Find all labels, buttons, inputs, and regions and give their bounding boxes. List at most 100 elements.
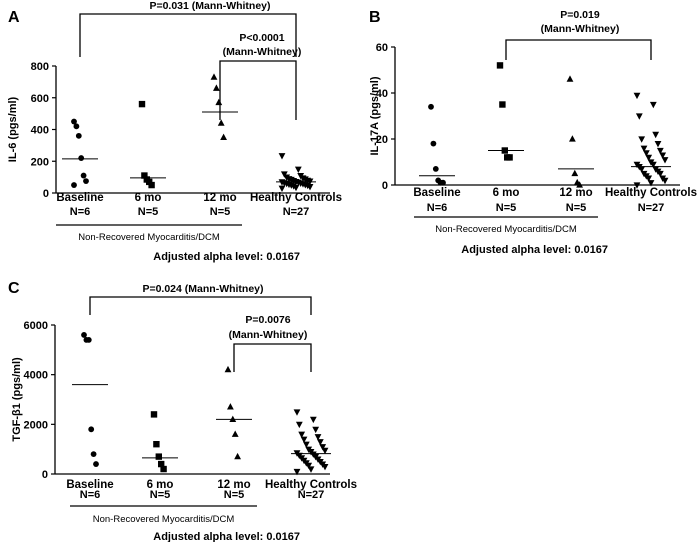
- alpha-level-note: Adjusted alpha level: 0.0167: [153, 531, 300, 542]
- data-point: [506, 154, 513, 161]
- data-point: [141, 172, 148, 179]
- y-tick-label: 600: [31, 93, 49, 105]
- data-point: [306, 184, 314, 191]
- data-point: [316, 439, 324, 446]
- group-n-label: N=5: [138, 206, 159, 218]
- panel-label: B: [369, 9, 381, 26]
- data-point: [499, 101, 506, 108]
- data-point: [138, 100, 146, 108]
- data-point: [571, 169, 579, 177]
- data-point: [75, 132, 82, 139]
- x-category-label: Baseline: [413, 187, 460, 199]
- y-tick-label: 0: [42, 469, 48, 481]
- x-category-label: 6 mo: [147, 479, 174, 491]
- significance-label: P<0.0001: [239, 32, 284, 44]
- significance-label: (Mann-Whitney): [223, 46, 302, 58]
- group-n-label: N=5: [150, 489, 171, 501]
- data-point: [148, 181, 155, 189]
- data-point: [227, 403, 234, 410]
- data-point: [213, 84, 220, 91]
- alpha-level-note: Adjusted alpha level: 0.0167: [461, 244, 608, 256]
- data-point: [321, 463, 329, 471]
- data-point: [229, 415, 237, 422]
- x-category-label: Healthy Controls: [250, 192, 342, 204]
- data-point: [649, 101, 657, 109]
- data-point: [160, 465, 167, 473]
- x-category-label: 12 mo: [559, 187, 592, 199]
- data-point: [217, 119, 225, 126]
- data-point: [307, 466, 315, 473]
- y-tick-label: 400: [31, 125, 49, 137]
- group-underline-label: Non-Recovered Myocarditis/DCM: [435, 224, 577, 235]
- data-point: [569, 135, 576, 142]
- significance-label: P=0.019: [560, 9, 600, 21]
- x-category-label: 12 mo: [203, 192, 236, 204]
- alpha-level-note: Adjusted alpha level: 0.0167: [153, 251, 300, 263]
- data-point: [298, 431, 306, 439]
- data-point: [90, 451, 97, 458]
- panel-label: A: [8, 9, 20, 26]
- data-point: [150, 411, 158, 418]
- data-point: [278, 153, 286, 160]
- y-tick-label: 60: [376, 42, 388, 54]
- data-point: [638, 136, 646, 143]
- data-point: [633, 92, 641, 100]
- significance-bracket: [233, 343, 312, 372]
- group-n-label: N=5: [210, 206, 231, 218]
- data-point: [319, 444, 327, 451]
- data-point: [645, 154, 653, 162]
- group-n-label: N=5: [224, 489, 245, 501]
- group-n-label: N=5: [496, 202, 517, 214]
- y-tick-label: 200: [31, 156, 49, 168]
- data-point: [293, 468, 301, 476]
- data-point: [661, 157, 669, 164]
- data-point: [93, 461, 99, 467]
- data-point: [633, 182, 641, 189]
- group-underline-label: Non-Recovered Myocarditis/DCM: [78, 232, 220, 243]
- data-point: [659, 152, 667, 159]
- data-point: [640, 145, 648, 152]
- group-underline-label: Non-Recovered Myocarditis/DCM: [93, 514, 235, 525]
- y-axis-label: TGF-β1 (pgs/ml): [11, 357, 23, 442]
- data-point: [71, 182, 77, 188]
- data-point: [321, 447, 329, 455]
- data-point: [294, 166, 302, 173]
- data-point: [153, 441, 160, 448]
- data-point: [314, 434, 322, 441]
- data-point: [292, 184, 300, 192]
- data-point: [155, 453, 162, 460]
- data-point: [234, 452, 241, 460]
- data-point: [278, 185, 286, 193]
- y-tick-label: 20: [376, 134, 388, 146]
- data-point: [215, 98, 223, 106]
- data-point: [71, 118, 77, 125]
- data-point: [83, 178, 89, 184]
- y-tick-label: 0: [43, 188, 49, 200]
- y-axis-label: IL-17A (pgs/ml): [369, 76, 381, 155]
- x-category-label: Baseline: [56, 192, 103, 204]
- data-point: [638, 166, 646, 173]
- data-point: [576, 181, 583, 188]
- x-category-label: Healthy Controls: [265, 479, 357, 491]
- group-n-label: N=6: [427, 202, 448, 214]
- data-point: [430, 140, 437, 147]
- significance-label: P=0.031 (Mann-Whitney): [149, 0, 270, 12]
- data-point: [85, 337, 92, 343]
- data-point: [496, 62, 504, 69]
- data-point: [566, 75, 574, 82]
- data-point: [656, 170, 664, 178]
- significance-label: (Mann-Whitney): [229, 329, 308, 341]
- data-point: [654, 141, 662, 148]
- group-n-label: N=27: [638, 202, 665, 214]
- significance-bracket: [219, 60, 297, 120]
- y-tick-label: 6000: [24, 320, 48, 332]
- data-point: [432, 166, 439, 172]
- data-point: [656, 147, 664, 155]
- data-point: [80, 172, 87, 179]
- y-tick-label: 0: [382, 180, 388, 192]
- data-point: [78, 155, 85, 161]
- group-n-label: N=6: [80, 489, 101, 501]
- data-point: [293, 409, 301, 416]
- significance-bracket: [505, 39, 652, 60]
